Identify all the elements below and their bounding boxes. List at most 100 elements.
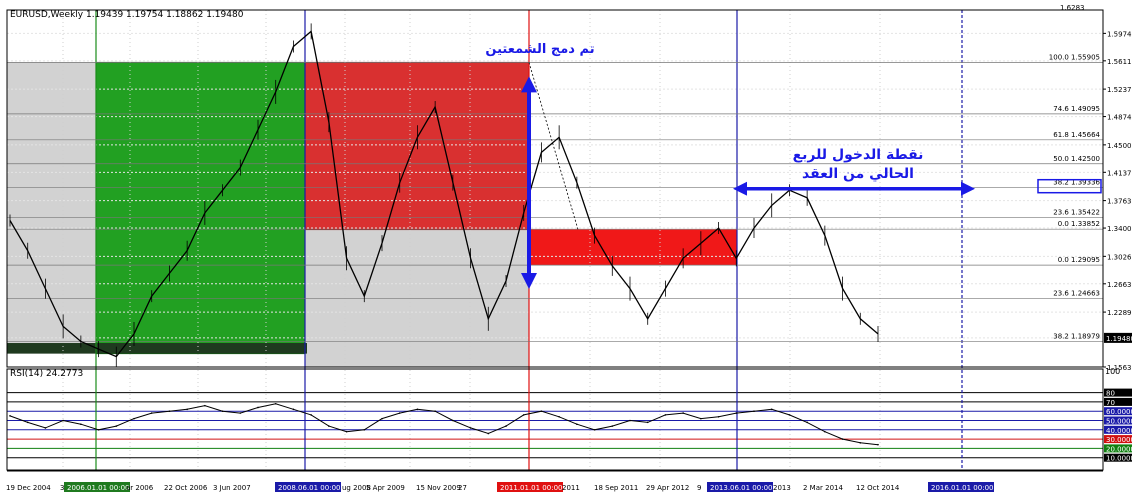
rsi-point bbox=[576, 423, 578, 426]
rsi-point bbox=[80, 423, 82, 426]
rsi-point bbox=[646, 421, 649, 424]
date-label: 2013.06.01 00:00 bbox=[710, 484, 772, 492]
fib-label: 100.0 1.55905 bbox=[1049, 53, 1100, 61]
fib-label: 23.6 1.35422 bbox=[1053, 208, 1100, 216]
rsi-point bbox=[540, 410, 543, 413]
date-label: 2 Mar 2014 bbox=[803, 484, 843, 492]
date-label: 2008.06.01 00:00 bbox=[278, 484, 340, 492]
date-label: 2011.01.01 00:00 bbox=[500, 484, 562, 492]
rsi-point bbox=[434, 410, 436, 413]
price-tick-label: 1.30260 bbox=[1107, 253, 1132, 261]
rsi-point bbox=[398, 412, 401, 414]
rsi-level-box bbox=[1104, 388, 1132, 397]
price-tick-label: 1.48740 bbox=[1107, 114, 1132, 122]
rsi-level-label: 80 bbox=[1106, 390, 1115, 398]
rsi-point bbox=[381, 417, 383, 420]
rsi-level-box bbox=[1104, 397, 1132, 406]
price-tick-label: 1.45000 bbox=[1107, 142, 1132, 150]
rsi-point bbox=[788, 414, 791, 416]
rsi-level-label: 20.0000 bbox=[1106, 445, 1132, 453]
rsi-point bbox=[97, 429, 100, 431]
date-label-box bbox=[64, 482, 130, 492]
annotation-entry-line2: الحالي من العقد bbox=[802, 166, 914, 182]
rsi-level-label: 40.0000 bbox=[1106, 427, 1132, 435]
date-label: 22 Oct 2006 bbox=[164, 484, 208, 492]
rsi-point bbox=[487, 432, 490, 435]
date-label: 2011 bbox=[562, 484, 580, 492]
fib-label: 61.8 1.45664 bbox=[1053, 131, 1100, 139]
rsi-point bbox=[363, 429, 366, 431]
date-label-box bbox=[275, 482, 341, 492]
rsi-point bbox=[168, 410, 171, 413]
rsi-pane-frame bbox=[6, 368, 1104, 471]
fib-label: 50.0 1.42500 bbox=[1053, 155, 1100, 163]
date-label: 5 Apr 2009 bbox=[366, 484, 405, 492]
rsi-point bbox=[700, 417, 702, 420]
rsi-point bbox=[274, 402, 277, 405]
rsi-level-box bbox=[1104, 407, 1132, 416]
arrows bbox=[521, 76, 975, 290]
price-tick-label: 1.22890 bbox=[1107, 309, 1132, 317]
rsi-point bbox=[469, 427, 472, 429]
date-label-box bbox=[497, 482, 563, 492]
dark-band bbox=[7, 343, 307, 354]
date-label: 2016.01.01 00:00 bbox=[931, 484, 993, 492]
rsi-point bbox=[115, 425, 118, 427]
rsi-point bbox=[806, 421, 808, 424]
chart-title: EURUSD,Weekly 1.19439 1.19754 1.18862 1.… bbox=[10, 10, 244, 20]
rsi-point bbox=[682, 412, 684, 414]
red-box-upper bbox=[304, 61, 530, 231]
current-price-box bbox=[1104, 332, 1132, 343]
date-label: 27 bbox=[458, 484, 467, 492]
price-pane-frame bbox=[6, 9, 1104, 368]
rsi-point bbox=[824, 430, 826, 433]
rsi-point bbox=[150, 412, 153, 414]
rsi-point bbox=[328, 425, 330, 427]
rsi-point bbox=[416, 408, 419, 411]
fib-highlight-box bbox=[1037, 178, 1102, 194]
axes: 1.59740 1.56110 1.52370 1.48740 1.45000 1.413… bbox=[6, 9, 1132, 492]
rsi-level-box bbox=[1104, 453, 1132, 462]
rsi-point bbox=[735, 412, 738, 414]
rsi-level-label: 60.0000 bbox=[1106, 408, 1132, 416]
rsi-point bbox=[221, 410, 224, 413]
price-tick-label: 1.19480 bbox=[1106, 335, 1132, 343]
fib-label: 0.0 1.29095 bbox=[1058, 256, 1100, 264]
rsi-scale-top: 100 bbox=[1105, 367, 1120, 376]
green-box bbox=[95, 61, 306, 355]
rsi-point bbox=[753, 410, 755, 413]
rsi-point bbox=[664, 414, 667, 416]
rsi-point bbox=[186, 408, 188, 411]
rsi-point bbox=[9, 415, 11, 417]
date-label: ar 2006 bbox=[126, 484, 154, 492]
date-label: 12 Oct 2014 bbox=[856, 484, 900, 492]
rsi-point bbox=[877, 443, 879, 446]
rsi-point bbox=[841, 438, 844, 440]
price-tick-label: 1.26630 bbox=[1107, 281, 1132, 289]
rsi-point bbox=[44, 427, 47, 429]
date-label: 3 Jun 2007 bbox=[213, 484, 251, 492]
rsi-point bbox=[133, 417, 135, 420]
rsi-point bbox=[593, 429, 596, 431]
fibonacci-levels: 100.0 1.55905 74.6 1.49095 61.8 1.45664 50.… bbox=[7, 53, 1103, 343]
rsi-point bbox=[62, 419, 64, 422]
price-tick-label: 1.37630 bbox=[1107, 198, 1132, 206]
date-label: 2006.01.01 00:00 bbox=[67, 484, 129, 492]
fib-label: 0.0 1.33852 bbox=[1058, 220, 1100, 228]
date-label: ug 2008 bbox=[342, 484, 371, 492]
rsi-level-label: 10.0000 bbox=[1106, 455, 1132, 463]
rsi-point bbox=[611, 425, 614, 427]
price-tick-label: 1.56110 bbox=[1107, 58, 1132, 66]
rsi-level-label: 70 bbox=[1106, 399, 1115, 407]
fib-label: 38.2 1.39336 bbox=[1053, 179, 1100, 187]
rsi-level-label: 30.0000 bbox=[1106, 436, 1132, 444]
date-label: 19 Dec 2004 bbox=[6, 484, 51, 492]
date-label: 15 Nov 2009 bbox=[416, 484, 461, 492]
rsi-point bbox=[204, 404, 206, 407]
annotation-entry-line1: نقطة الدخول للربع bbox=[793, 147, 924, 163]
price-tick-label: 1.15630 bbox=[1107, 364, 1132, 372]
rsi-level-box bbox=[1104, 425, 1132, 434]
